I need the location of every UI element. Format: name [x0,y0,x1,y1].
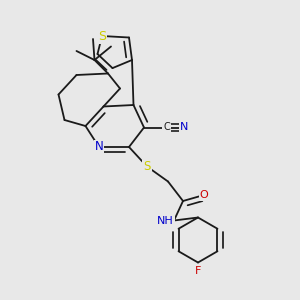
Text: S: S [143,160,151,173]
Text: C: C [163,122,170,133]
Text: S: S [98,29,106,43]
Text: F: F [195,266,201,277]
Text: N: N [94,140,103,154]
Text: NH: NH [157,215,174,226]
Text: N: N [180,122,189,133]
Text: O: O [200,190,208,200]
